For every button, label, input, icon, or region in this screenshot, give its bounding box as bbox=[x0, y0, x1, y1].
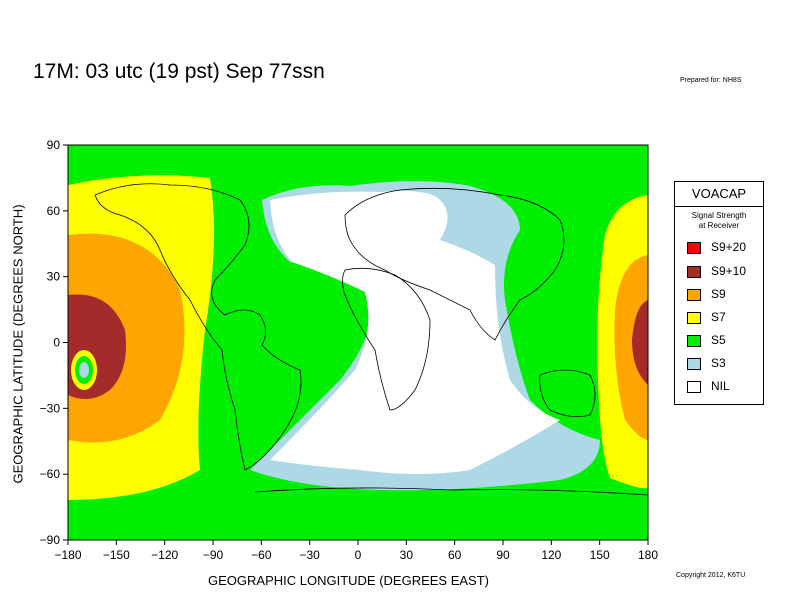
y-tick-label: −30 bbox=[40, 401, 61, 415]
x-tick-label: −60 bbox=[251, 548, 272, 562]
copyright-note: Copyright 2012, K6TU bbox=[676, 572, 746, 579]
legend-subtitle: Signal Strength at Receiver bbox=[675, 211, 763, 231]
prepared-for-note: Prepared for: NH8S bbox=[680, 77, 742, 84]
legend-swatch bbox=[687, 241, 701, 254]
legend-item-s9plus20: S9+20 bbox=[687, 240, 746, 254]
x-tick-label: 0 bbox=[355, 548, 362, 562]
x-tick-label: 30 bbox=[400, 548, 414, 562]
legend-subtitle-line1: Signal Strength bbox=[691, 211, 747, 220]
legend: VOACAP Signal Strength at Receiver S9+20… bbox=[674, 181, 764, 405]
legend-swatch bbox=[687, 357, 701, 370]
s9-region-east bbox=[614, 255, 648, 440]
legend-swatch bbox=[687, 288, 701, 301]
legend-swatch bbox=[687, 334, 701, 347]
x-tick-label: 150 bbox=[590, 548, 610, 562]
y-tick-label: 90 bbox=[47, 138, 61, 152]
x-axis-label: GEOGRAPHIC LONGITUDE (DEGREES EAST) bbox=[208, 573, 489, 588]
legend-swatch bbox=[687, 265, 701, 278]
x-tick-label: 90 bbox=[496, 548, 510, 562]
y-tick-label: 30 bbox=[47, 270, 61, 284]
antarctic-band bbox=[68, 505, 648, 512]
x-tick-label: −90 bbox=[203, 548, 224, 562]
legend-swatch bbox=[687, 311, 701, 324]
y-tick-label: 0 bbox=[53, 336, 60, 350]
legend-label: S3 bbox=[711, 356, 726, 370]
ring-blue bbox=[79, 362, 89, 378]
legend-label: S9+20 bbox=[711, 240, 747, 254]
x-tick-label: 60 bbox=[448, 548, 462, 562]
legend-swatch bbox=[687, 380, 701, 393]
australia-outline bbox=[539, 369, 596, 418]
axis-ticks: −180 −150 −120 −90 −60 −30 0 30 60 90 120 150 180 90 6… bbox=[40, 138, 659, 562]
y-tick-label: 60 bbox=[47, 204, 61, 218]
eurasia-outline bbox=[344, 187, 565, 341]
legend-label: S5 bbox=[711, 333, 726, 347]
legend-item-nil: NIL bbox=[687, 379, 730, 393]
legend-label: S9+10 bbox=[711, 264, 747, 278]
americas-outline bbox=[94, 183, 302, 471]
legend-subtitle-line2: at Receiver bbox=[698, 221, 740, 230]
antarctica-outline bbox=[254, 487, 648, 496]
legend-label: S9 bbox=[711, 287, 726, 301]
coastlines bbox=[94, 183, 648, 496]
legend-item-s3: S3 bbox=[687, 356, 726, 370]
x-tick-label: −180 bbox=[54, 548, 81, 562]
legend-label: NIL bbox=[711, 379, 730, 393]
map-title: 17M: 03 utc (19 pst) Sep 77ssn bbox=[33, 60, 325, 83]
africa-outline bbox=[342, 267, 431, 411]
legend-item-s9: S9 bbox=[687, 287, 726, 301]
s9plus10-region-east bbox=[632, 300, 648, 385]
x-tick-label: 180 bbox=[638, 548, 658, 562]
x-tick-label: −150 bbox=[103, 548, 130, 562]
x-tick-label: −30 bbox=[299, 548, 320, 562]
y-tick-label: −90 bbox=[40, 533, 61, 547]
x-tick-label: −120 bbox=[151, 548, 178, 562]
legend-item-s9plus10: S9+10 bbox=[687, 264, 746, 278]
legend-title: VOACAP bbox=[675, 182, 763, 207]
legend-item-s5: S5 bbox=[687, 333, 726, 347]
legend-item-s7: S7 bbox=[687, 310, 726, 324]
x-tick-label: 120 bbox=[541, 548, 561, 562]
legend-label: S7 bbox=[711, 310, 726, 324]
y-tick-label: −60 bbox=[40, 467, 61, 481]
y-axis-label: GEOGRAPHIC LATITUDE (DEGREES NORTH) bbox=[10, 204, 26, 484]
coverage-layer bbox=[68, 145, 648, 540]
nil-region bbox=[270, 191, 560, 474]
